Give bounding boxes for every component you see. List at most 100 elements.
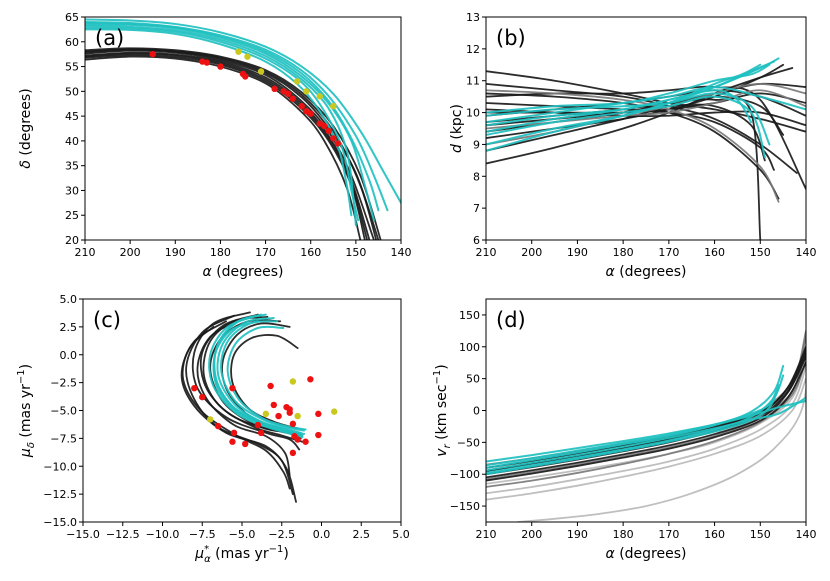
point-red-13 xyxy=(289,449,297,457)
point-red-5 xyxy=(242,73,249,80)
curve-cyan-3 xyxy=(486,384,780,467)
xtick-label-c-2: −10.0 xyxy=(146,528,180,541)
point-yellow-6 xyxy=(330,103,337,110)
axes-frame-b xyxy=(485,16,807,241)
xtick-label-d-6: 150 xyxy=(750,528,771,541)
xtick-label-b-6: 150 xyxy=(750,246,771,259)
xtick-label-a-0: 210 xyxy=(75,246,96,259)
point-yellow-4 xyxy=(331,408,338,415)
curve-cyan-3 xyxy=(85,18,401,204)
xtick-label-a-6: 150 xyxy=(345,246,366,259)
xtick-label-d-4: 170 xyxy=(658,528,679,541)
point-red-3 xyxy=(230,429,238,436)
ytick-label-a-9: 65 xyxy=(65,11,79,24)
ytick-label-c-7: 2.5 xyxy=(60,321,78,334)
ytick-label-d-3: 0 xyxy=(473,405,480,418)
ytick-label-d-4: 50 xyxy=(466,373,480,386)
ytick-label-d-5: 100 xyxy=(459,341,480,354)
xtick-label-d-7: 140 xyxy=(796,528,817,541)
xtick-label-d-5: 160 xyxy=(704,528,725,541)
xtick-label-c-5: −2.5 xyxy=(268,528,295,541)
point-yellow-4 xyxy=(303,88,310,95)
curve-cyan-5 xyxy=(486,387,780,476)
curve-lightgrey-1 xyxy=(486,365,806,495)
ytick-label-a-0: 20 xyxy=(65,234,79,247)
ylabel-c: μδ (mas yr−1) xyxy=(16,364,37,458)
curve-cyan-5 xyxy=(85,28,353,217)
point-yellow-3 xyxy=(293,78,301,85)
ytick-label-b-6: 12 xyxy=(466,43,480,56)
ytick-label-b-3: 9 xyxy=(473,138,480,151)
point-yellow-0 xyxy=(207,416,214,423)
ytick-label-b-5: 11 xyxy=(466,75,480,88)
point-red-17 xyxy=(334,140,341,147)
point-red-7 xyxy=(267,382,274,390)
curve-lightgrey-5 xyxy=(486,339,806,469)
point-red-4 xyxy=(229,438,236,445)
plot-area-b xyxy=(486,57,806,240)
xtick-label-c-7: 2.5 xyxy=(353,528,371,541)
ytick-label-c-3: −7.5 xyxy=(50,432,77,445)
point-yellow-2 xyxy=(257,68,265,75)
curve-black-2 xyxy=(85,54,366,240)
curve-cyan-4 xyxy=(486,396,806,472)
curve-cyan-6 xyxy=(85,21,380,212)
point-yellow-1 xyxy=(244,53,251,60)
point-red-6 xyxy=(257,429,265,436)
point-red-21 xyxy=(254,421,262,429)
point-red-15 xyxy=(294,436,301,443)
xtick-label-d-2: 190 xyxy=(567,528,588,541)
point-red-0 xyxy=(149,50,156,58)
curve-black-5 xyxy=(85,48,378,240)
point-red-1 xyxy=(199,393,206,401)
point-red-19 xyxy=(315,431,322,439)
ytick-label-c-5: −2.5 xyxy=(50,377,77,390)
ytick-label-c-1: −12.5 xyxy=(43,488,77,501)
xtick-label-c-6: 0.0 xyxy=(313,528,331,541)
point-yellow-1 xyxy=(262,410,270,418)
ytick-label-d-1: −100 xyxy=(450,468,480,481)
ytick-label-a-1: 25 xyxy=(65,209,79,222)
xtick-label-b-2: 190 xyxy=(567,246,588,259)
xtick-label-c-0: −15.0 xyxy=(66,528,100,541)
ytick-label-d-0: −150 xyxy=(450,500,480,513)
ytick-label-c-0: −15.0 xyxy=(43,516,77,529)
curve-black-4 xyxy=(486,355,806,479)
curve-cyan-6 xyxy=(486,89,753,133)
point-red-12 xyxy=(286,406,293,413)
ytick-label-c-2: −10.0 xyxy=(43,460,77,473)
point-red-14 xyxy=(321,122,328,130)
point-red-20 xyxy=(214,422,222,430)
curve-cyan-4 xyxy=(85,24,357,227)
point-yellow-0 xyxy=(235,48,242,55)
curve-cyan-5 xyxy=(486,86,806,124)
xtick-label-b-0: 210 xyxy=(476,246,497,259)
ytick-label-a-8: 60 xyxy=(65,36,79,49)
ytick-label-a-3: 35 xyxy=(65,160,79,173)
panel-label-d: (d) xyxy=(496,308,526,332)
curve-black-4 xyxy=(85,55,362,240)
plot-area-c xyxy=(180,311,338,503)
ytick-label-b-7: 13 xyxy=(466,11,480,24)
xtick-label-c-4: −5.0 xyxy=(229,528,256,541)
curve-grey-1 xyxy=(486,89,780,203)
curve-cyan-6 xyxy=(213,313,306,435)
xtick-label-c-3: −7.5 xyxy=(189,528,216,541)
curve-black-6 xyxy=(196,318,291,477)
ylabel-d: vr (km sec−1) xyxy=(432,364,453,456)
point-red-5 xyxy=(241,440,249,448)
curve-cyan-2 xyxy=(486,399,806,463)
xtick-label-a-1: 200 xyxy=(120,246,141,259)
point-red-16 xyxy=(302,438,309,445)
ytick-label-b-1: 7 xyxy=(473,202,480,215)
xtick-label-a-4: 170 xyxy=(255,246,276,259)
xtick-label-b-3: 180 xyxy=(613,246,634,259)
curve-cyan-5 xyxy=(212,320,304,438)
xlabel-a: α (degrees) xyxy=(203,264,284,280)
xtick-label-a-5: 160 xyxy=(300,246,321,259)
xtick-label-b-4: 170 xyxy=(658,246,679,259)
point-yellow-2 xyxy=(294,412,301,420)
xlabel-b: α (degrees) xyxy=(606,264,687,280)
point-red-9 xyxy=(275,412,282,420)
